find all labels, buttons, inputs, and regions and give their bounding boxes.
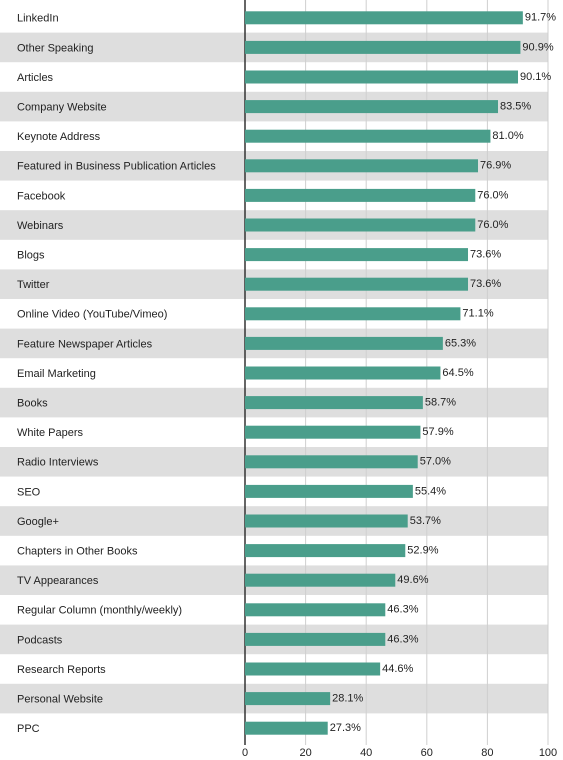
value-label: 27.3%	[330, 722, 361, 734]
value-label: 46.3%	[387, 604, 418, 616]
bar	[245, 218, 476, 232]
value-label: 76.0%	[477, 189, 508, 201]
category-label: Chapters in Other Books	[17, 546, 138, 558]
category-label: Online Video (YouTube/Vimeo)	[17, 309, 167, 321]
value-label: 64.5%	[442, 367, 473, 379]
x-tick-label: 100	[539, 747, 557, 759]
value-label: 28.1%	[332, 693, 363, 705]
category-label: Keynote Address	[17, 131, 101, 143]
category-label: Other Speaking	[17, 42, 93, 54]
category-label: White Papers	[17, 427, 84, 439]
value-label: 57.9%	[422, 426, 453, 438]
category-label: Articles	[17, 72, 54, 84]
category-label: PPC	[17, 723, 40, 735]
value-label: 90.1%	[520, 71, 551, 83]
bar	[245, 514, 408, 528]
bar	[245, 336, 443, 350]
value-label: 76.9%	[480, 160, 511, 172]
category-label: Personal Website	[17, 694, 103, 706]
bar	[245, 484, 413, 498]
bar	[245, 129, 491, 143]
category-label: LinkedIn	[17, 13, 59, 25]
category-label: Featured in Business Publication Article…	[17, 161, 216, 173]
value-label: 49.6%	[397, 574, 428, 586]
category-label: Google+	[17, 516, 59, 528]
category-label: Blogs	[17, 250, 45, 262]
category-label: Regular Column (monthly/weekly)	[17, 605, 182, 617]
bar	[245, 70, 519, 84]
bar	[245, 573, 396, 587]
bar	[245, 248, 469, 262]
value-label: 90.9%	[522, 41, 553, 53]
bar	[245, 366, 441, 380]
category-label: Radio Interviews	[17, 457, 99, 469]
bar	[245, 100, 499, 114]
bar	[245, 425, 421, 439]
value-label: 73.6%	[470, 278, 501, 290]
value-label: 46.3%	[387, 633, 418, 645]
category-label: SEO	[17, 486, 41, 498]
bar	[245, 692, 331, 706]
category-label: Research Reports	[17, 664, 106, 676]
value-label: 52.9%	[407, 545, 438, 557]
category-label: Books	[17, 398, 48, 410]
value-label: 76.0%	[477, 219, 508, 231]
value-label: 83.5%	[500, 101, 531, 113]
category-label: Feature Newspaper Articles	[17, 338, 153, 350]
bar	[245, 721, 328, 735]
category-label: Podcasts	[17, 634, 63, 646]
category-label: TV Appearances	[17, 575, 99, 587]
bar	[245, 277, 469, 291]
bar	[245, 603, 386, 617]
x-tick-label: 20	[299, 747, 311, 759]
bar	[245, 11, 523, 25]
value-label: 53.7%	[410, 515, 441, 527]
value-label: 57.0%	[420, 456, 451, 468]
bar	[245, 307, 461, 321]
bar	[245, 159, 479, 173]
bar	[245, 544, 406, 558]
value-label: 71.1%	[462, 308, 493, 320]
category-label: Email Marketing	[17, 368, 96, 380]
bar	[245, 40, 521, 54]
value-label: 65.3%	[445, 337, 476, 349]
bar	[245, 455, 418, 469]
x-tick-label: 60	[421, 747, 433, 759]
x-tick-label: 40	[360, 747, 372, 759]
category-label: Company Website	[17, 102, 107, 114]
value-label: 81.0%	[492, 130, 523, 142]
category-label: Facebook	[17, 190, 66, 202]
bar	[245, 396, 423, 410]
x-tick-label: 0	[242, 747, 248, 759]
value-label: 44.6%	[382, 663, 413, 675]
category-label: Twitter	[17, 279, 50, 291]
x-tick-label: 80	[481, 747, 493, 759]
value-label: 58.7%	[425, 397, 456, 409]
bar	[245, 632, 386, 646]
bar	[245, 188, 476, 202]
category-label: Webinars	[17, 220, 64, 232]
value-label: 73.6%	[470, 249, 501, 261]
bar	[245, 662, 381, 676]
value-label: 55.4%	[415, 485, 446, 497]
value-label: 91.7%	[525, 12, 556, 24]
